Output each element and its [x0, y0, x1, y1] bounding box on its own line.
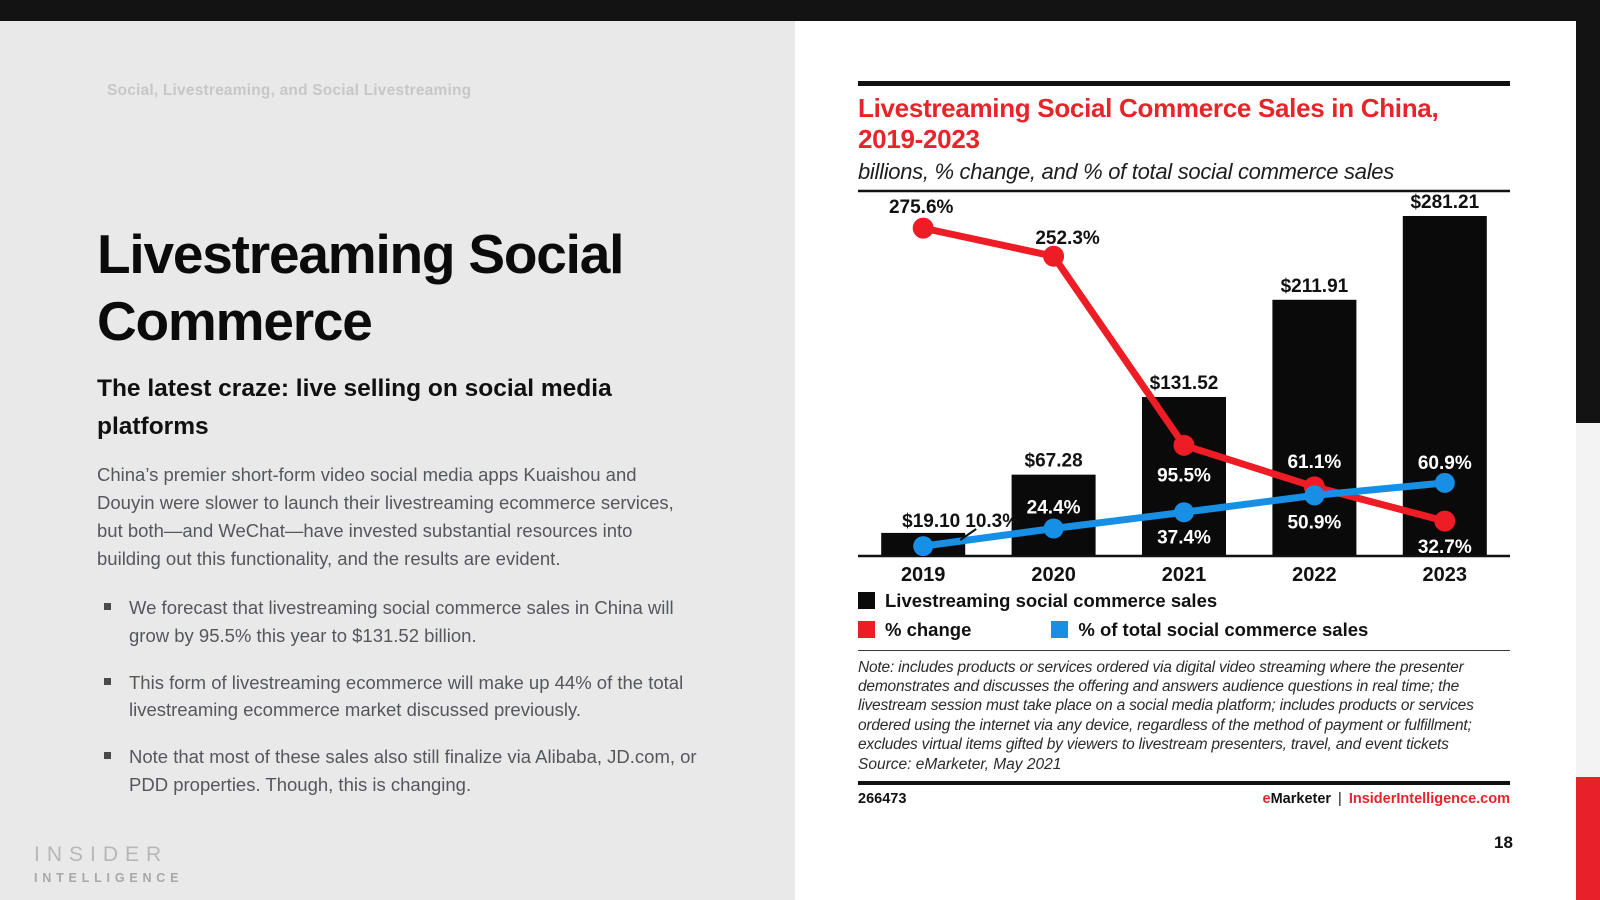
logo-wordmark-line1: INSIDER [34, 843, 169, 866]
bar-2022 [1272, 299, 1357, 556]
pct-change-label-2023: 32.7% [1418, 537, 1472, 558]
year-label-2019: 2019 [901, 564, 946, 586]
pct-change-label-2022: 61.1% [1287, 452, 1341, 473]
year-label-2023: 2023 [1423, 564, 1468, 586]
section-eyebrow: Social, Livestreaming, and Social Livest… [107, 82, 472, 99]
brand-site-link: InsiderIntelligence.com [1348, 791, 1510, 808]
bar-label-2022: $211.91 [1281, 276, 1349, 297]
pct-total-label-2022: 50.9% [1287, 512, 1341, 533]
callout-line-2019-pct-total [959, 528, 977, 541]
pct-total-label-2020: 24.4% [1027, 497, 1081, 518]
right-edge-black-strip [1576, 0, 1600, 423]
year-label-2021: 2021 [1162, 564, 1207, 586]
pct-total-point-2022 [1304, 485, 1325, 506]
top-black-bar [0, 0, 1600, 21]
pct-change-label-2020: 252.3% [1035, 228, 1100, 249]
pct-total-swatch [1051, 621, 1069, 639]
chart-footer: 266473 eMarketer | InsiderIntelligence.com [858, 791, 1510, 807]
bullet-text: Note that most of these sales also still… [129, 746, 697, 795]
square-bullet-icon [104, 603, 111, 610]
square-bullet-icon [104, 677, 111, 685]
pct-change-label-2021: 95.5% [1157, 465, 1211, 486]
legend-label-pct-change: % change [885, 618, 972, 640]
pct-change-swatch [858, 621, 875, 639]
legend-label-bars: Livestreaming social commerce sales [885, 589, 1218, 611]
chart-bottom-thick-rule [858, 781, 1510, 786]
pct-total-label-2021: 37.4% [1157, 527, 1211, 548]
chart-top-thick-rule [858, 81, 1510, 86]
pct-change-point-2021 [1173, 434, 1195, 456]
list-item: Note that most of these sales also still… [104, 743, 699, 799]
brand-emarketer-e: e [1262, 791, 1271, 808]
page-subheading: The latest craze: live selling on social… [97, 375, 612, 441]
bullet-list: We forecast that livestreaming social co… [104, 594, 704, 818]
pct-change-point-2019 [912, 217, 934, 239]
pct-change-point-2023 [1434, 510, 1456, 532]
legend-label-pct-total: % of total social commerce sales [1078, 618, 1369, 640]
bullet-text: This form of livestreaming ecommerce wil… [129, 671, 684, 721]
chart-legend: Livestreaming social commerce sales % ch… [858, 590, 1510, 641]
body-paragraph: China’s premier short-form video social … [97, 463, 674, 569]
insider-intelligence-logo: INSIDER INTELLIGENCE [34, 843, 183, 885]
bar-2020 [1011, 474, 1096, 556]
pct-total-label-2019: 10.3% [965, 511, 1019, 532]
bar-label-2023: $281.21 [1410, 192, 1479, 213]
year-label-2020: 2020 [1031, 564, 1076, 586]
square-bullet-icon [104, 752, 111, 759]
chart-note: Note: includes products or services orde… [858, 658, 1474, 753]
pct-total-point-2021 [1174, 502, 1194, 523]
pct-total-point-2019 [913, 535, 934, 556]
pct-change-label-2019: 275.6% [889, 197, 954, 218]
bar-2023 [1402, 215, 1487, 556]
bar-label-2020: $67.28 [1025, 450, 1083, 471]
pct-total-point-2020 [1043, 518, 1064, 539]
bullet-text: We forecast that livestreaming social co… [129, 597, 674, 646]
list-item: We forecast that livestreaming social co… [104, 594, 699, 650]
chart-title-line2: 2019-2023 [858, 123, 980, 154]
right-edge-red-strip [1576, 777, 1600, 900]
chart-source: Source: eMarketer, May 2021 [858, 755, 1062, 773]
logo-wordmark-line2: INTELLIGENCE [34, 871, 184, 885]
brand-separator: | [1338, 791, 1342, 808]
list-item: This form of livestreaming ecommerce wil… [104, 669, 699, 725]
page-number: 18 [1494, 833, 1513, 852]
chart-card: Livestreaming Social Commerce Sales in C… [795, 21, 1576, 900]
legend-row-2: % change % of total social commerce sale… [858, 619, 1510, 641]
combo-chart: $19.10 $67.28 $131.52 $211.91 $281.21 275.6% 2… [858, 189, 1510, 586]
right-edge-gray-strip [1576, 423, 1600, 777]
chart-units-subtitle: billions, % change, and % of total socia… [858, 159, 1394, 185]
brand-line: eMarketer | InsiderIntelligence.com [1263, 791, 1510, 807]
legend-row-1: Livestreaming social commerce sales [858, 590, 1510, 612]
bar-label-2021: $131.52 [1150, 373, 1219, 394]
year-label-2022: 2022 [1292, 564, 1337, 586]
bar-2021 [1142, 396, 1226, 556]
bar-label-2019: $19.10 [902, 511, 960, 532]
chart-title: Livestreaming Social Commerce Sales in C… [858, 93, 1510, 154]
chart-id: 266473 [858, 791, 907, 808]
note-divider [858, 649, 1510, 651]
pct-total-label-2023: 60.9% [1418, 453, 1472, 474]
bar-series-swatch [858, 592, 875, 610]
chart-card-content: Livestreaming Social Commerce Sales in C… [795, 21, 1510, 807]
brand-emarketer: Marketer [1270, 791, 1332, 808]
chart-title-line1: Livestreaming Social Commerce Sales in C… [858, 93, 1439, 123]
pct-change-point-2020 [1043, 245, 1065, 267]
pct-total-point-2023 [1434, 472, 1455, 493]
page-title: Livestreaming Social Commerce [97, 222, 624, 352]
